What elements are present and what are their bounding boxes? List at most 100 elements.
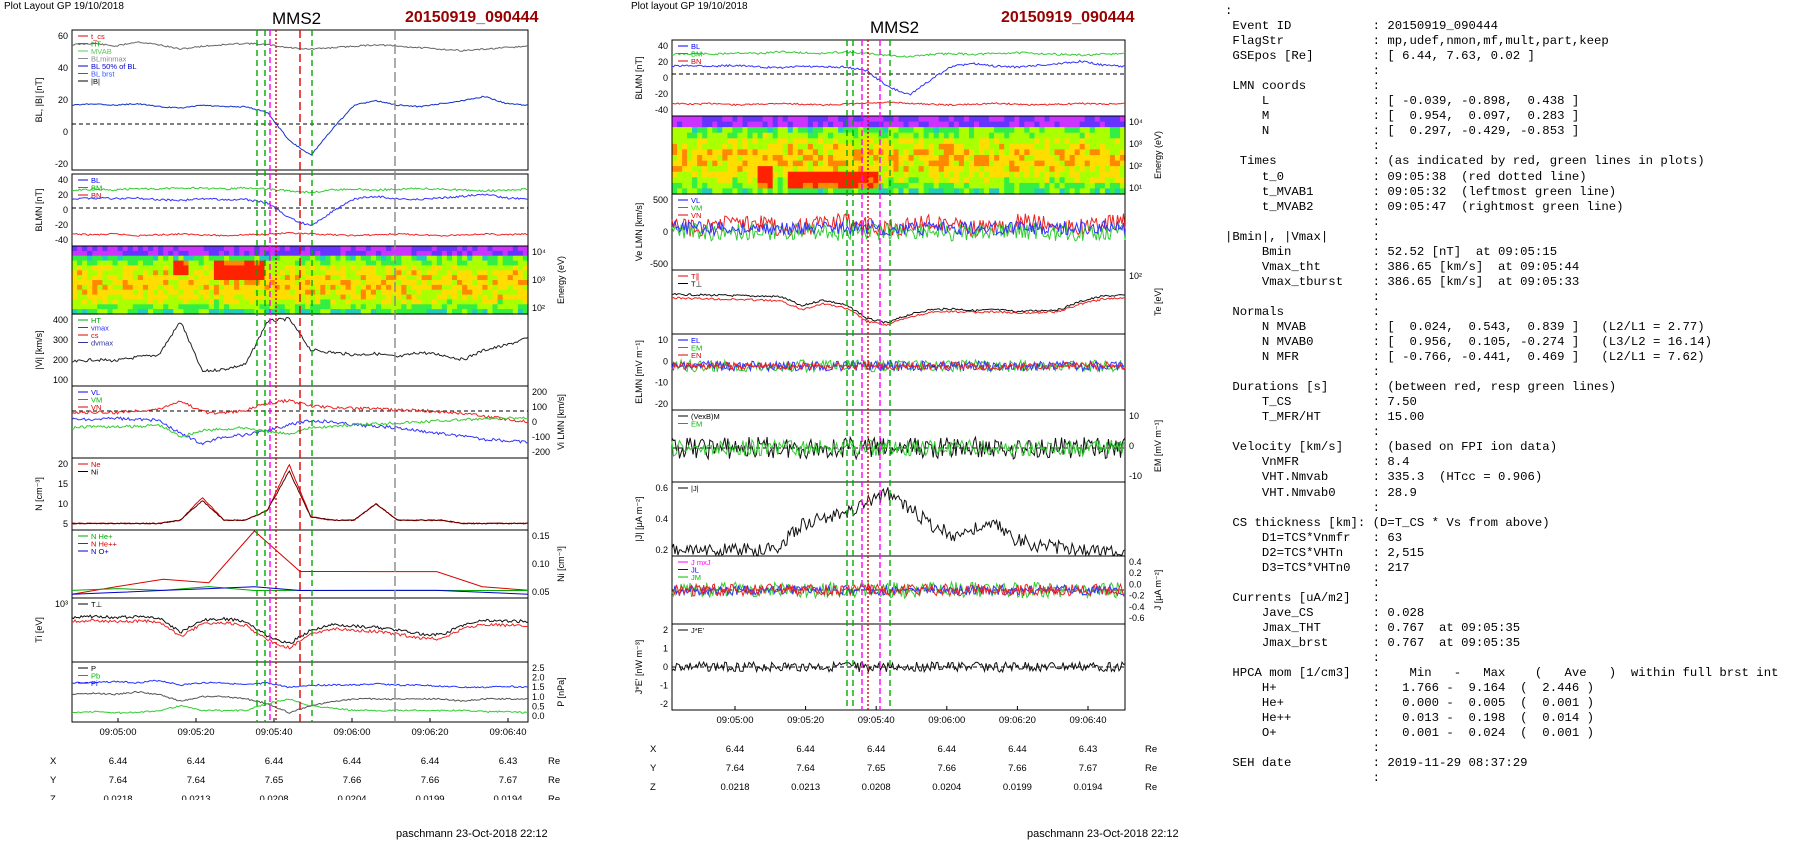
spectrogram-cell	[1074, 177, 1081, 184]
spectrogram-cell	[163, 304, 169, 310]
spectrogram-cell	[802, 132, 809, 139]
spectrogram-cell	[1004, 160, 1010, 167]
middle-plot-footer: paschmann 23-Oct-2018 22:12	[1027, 828, 1179, 840]
spectrogram-cell	[1084, 177, 1091, 184]
spectrogram-cell	[244, 246, 250, 252]
spectrogram-cell	[77, 304, 83, 310]
spectrogram-cell	[1089, 177, 1096, 184]
spectrogram-cell	[818, 149, 824, 156]
spectrogram-cell	[92, 304, 98, 310]
spectrogram-cell	[244, 299, 250, 305]
spectrogram-cell	[325, 275, 331, 281]
spectrogram-cell	[122, 309, 129, 315]
spectrogram-cell	[391, 275, 397, 281]
spectrogram-cell	[707, 160, 713, 167]
spectrogram-cell	[853, 127, 859, 134]
spectrogram-cell	[198, 294, 205, 301]
spectrogram-cell	[360, 304, 367, 310]
spectrogram-cell	[1074, 188, 1081, 195]
spectrogram-cell	[697, 160, 703, 167]
y-tick-label: -10	[1129, 471, 1142, 481]
spectrogram-cell	[441, 299, 448, 305]
spectrogram-cell	[712, 166, 718, 173]
spectrogram-cell	[1099, 166, 1106, 173]
spectrogram-cell	[522, 284, 529, 291]
spectrogram-cell	[411, 280, 418, 286]
spectrogram-cell	[948, 166, 955, 173]
spectrogram-cell	[507, 275, 514, 281]
spectrogram-cell	[838, 171, 844, 178]
spectrogram-cell	[431, 284, 438, 291]
spectrogram-cell	[188, 309, 195, 315]
spectrogram-cell	[239, 255, 245, 262]
spectrogram-cell	[178, 265, 185, 271]
spectrogram-cell	[903, 155, 910, 162]
spectrogram-cell	[173, 284, 179, 291]
spectrogram-cell	[370, 275, 377, 281]
spectrogram-cell	[376, 280, 382, 286]
spectrogram-cell	[462, 270, 468, 276]
spectrogram-cell	[386, 294, 392, 301]
spectrogram-cell	[938, 177, 945, 184]
spectrogram-cell	[1029, 160, 1035, 167]
spectrogram-cell	[1014, 188, 1020, 195]
pos-value: 6.43	[1079, 744, 1098, 755]
spectrogram-cell	[707, 121, 713, 128]
spectrogram-cell	[697, 143, 703, 151]
spectrogram-cell	[994, 132, 1000, 139]
spectrogram-cell	[411, 299, 418, 305]
spectrogram-cell	[913, 171, 920, 178]
spectrogram-cell	[452, 260, 458, 267]
spectrogram-cell	[183, 250, 190, 257]
spectrogram-cell	[848, 121, 854, 128]
spectrogram-cell	[117, 246, 124, 252]
spectrogram-cell	[792, 149, 799, 156]
spectrogram-cell	[467, 304, 473, 310]
spectrogram-cell	[340, 309, 347, 315]
info-line: Velocity [km/s] : (based on FPI ion data…	[1225, 440, 1558, 455]
left-event-id: 20150919_090444	[405, 9, 539, 26]
spectrogram-cell	[1034, 171, 1040, 178]
y-tick-label: 10³	[55, 599, 68, 609]
spectrogram-cell	[269, 309, 276, 315]
spectrogram-cell	[122, 255, 129, 262]
spectrogram-cell	[401, 284, 407, 291]
spectrogram-cell	[928, 127, 935, 134]
spectrogram-cell	[868, 116, 874, 123]
spectrogram-cell	[1044, 166, 1051, 173]
y-tick-label: -100	[532, 432, 550, 442]
spectrogram-cell	[1019, 116, 1025, 123]
spectrogram-cell	[330, 304, 337, 310]
spectrogram-cell	[142, 270, 149, 276]
series-trace	[671, 359, 1126, 373]
spectrogram-cell	[97, 255, 103, 262]
spectrogram-cell	[732, 121, 738, 128]
spectrogram-cell	[376, 294, 382, 301]
spectrogram-cell	[482, 294, 489, 301]
spectrogram-cell	[1114, 177, 1121, 184]
spectrogram-cell	[77, 260, 83, 267]
spectrogram-cell	[1054, 188, 1061, 195]
spectrogram-cell	[132, 255, 139, 262]
spectrogram-cell	[873, 143, 879, 151]
spectrogram-cell	[462, 289, 468, 296]
pos-unit: Re	[1145, 782, 1157, 793]
spectrogram-cell	[497, 255, 504, 262]
spectrogram-cell	[1004, 188, 1010, 195]
spectrogram-cell	[82, 246, 88, 252]
spectrogram-cell	[1044, 132, 1051, 139]
spectrogram-cell	[692, 166, 698, 173]
spectrogram-cell	[742, 182, 749, 190]
spectrogram-cell	[426, 260, 433, 267]
spectrogram-cell	[360, 299, 367, 305]
spectrogram-cell	[1079, 155, 1086, 162]
spectrogram-cell	[77, 275, 83, 281]
spectrogram-cell	[386, 255, 392, 262]
spectrogram-cell	[762, 127, 769, 134]
spectrogram-cell	[913, 155, 920, 162]
spectrogram-cell	[888, 177, 894, 184]
legend-label: EM	[691, 344, 702, 353]
spectrogram-cell	[762, 143, 769, 151]
spectrogram-cell	[72, 250, 78, 257]
